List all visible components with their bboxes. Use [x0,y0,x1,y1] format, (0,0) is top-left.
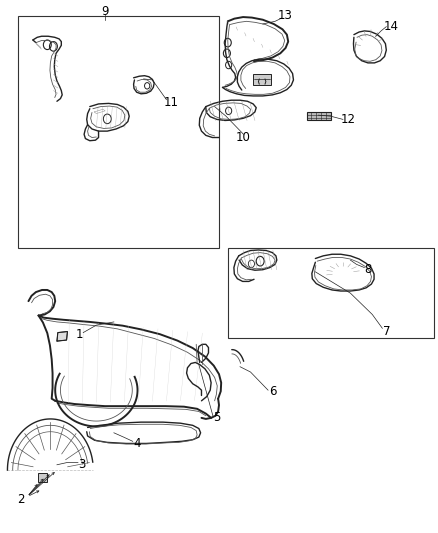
Polygon shape [307,112,331,120]
Polygon shape [253,74,271,85]
Bar [18,16,219,248]
Text: 6: 6 [269,385,277,398]
Text: 8: 8 [364,263,371,276]
Text: 11: 11 [163,96,178,109]
Text: 14: 14 [383,20,398,33]
Polygon shape [38,473,47,482]
Text: 13: 13 [277,10,292,22]
Text: 1: 1 [76,328,84,341]
Text: 7: 7 [382,325,390,338]
Text: 5: 5 [213,411,220,424]
Text: 9: 9 [101,5,109,18]
Text: 10: 10 [236,131,251,144]
Text: 2: 2 [17,494,25,506]
Polygon shape [57,332,67,341]
Bar [228,248,434,338]
Text: 12: 12 [341,113,356,126]
Text: 4: 4 [133,437,141,450]
Text: 3: 3 [78,458,85,471]
